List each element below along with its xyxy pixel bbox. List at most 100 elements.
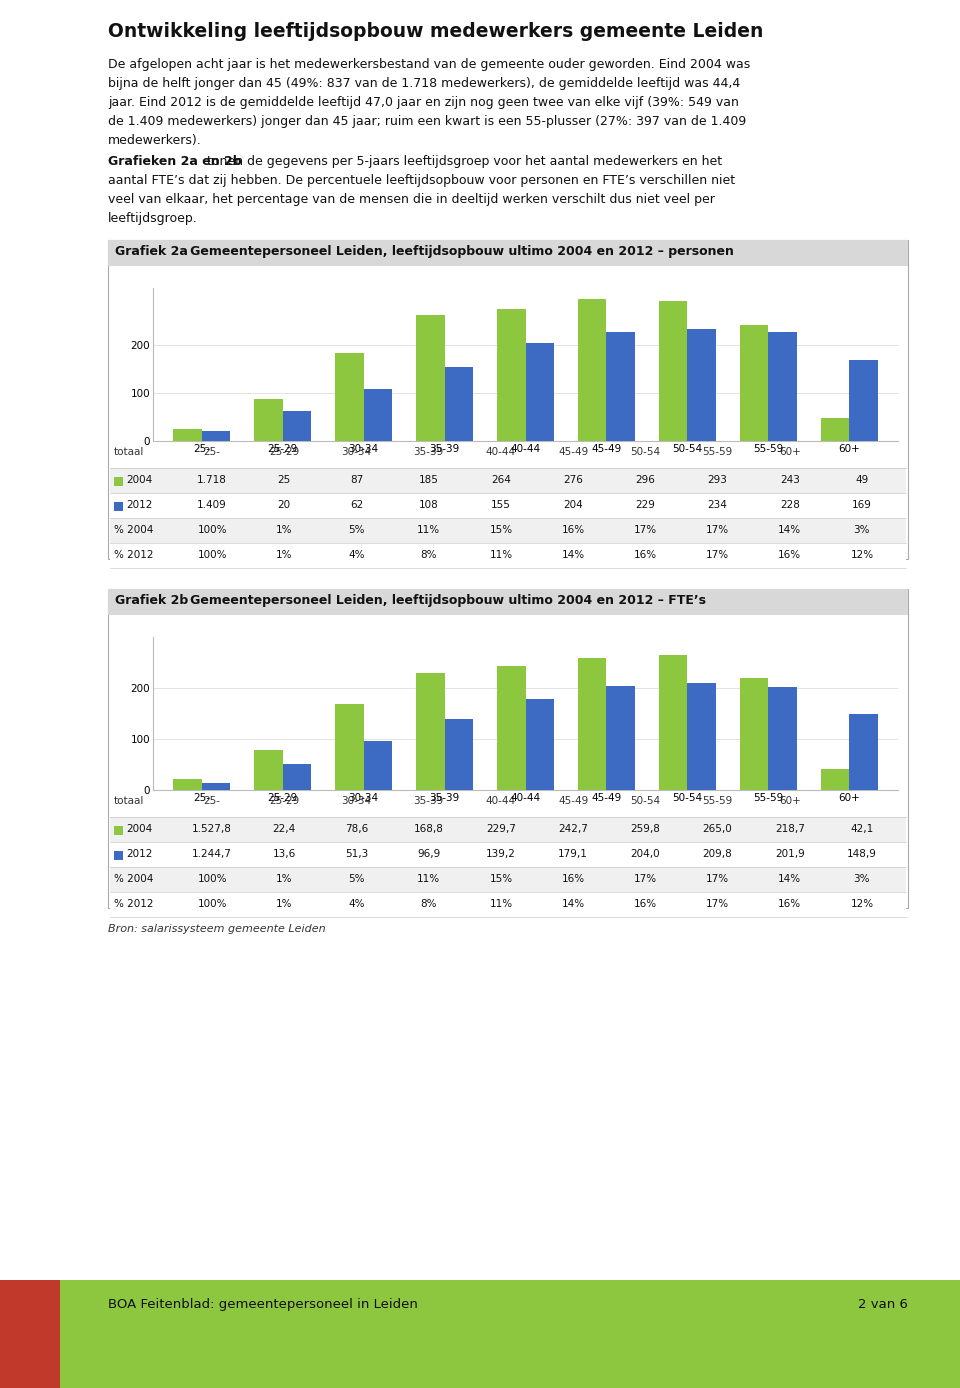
Text: tonen de gegevens per 5-jaars leeftijdsgroep voor het aantal medewerkers en het: tonen de gegevens per 5-jaars leeftijdsg…	[204, 155, 723, 168]
Text: bijna de helft jonger dan 45 (49%: 837 van de 1.718 medewerkers), de gemiddelde : bijna de helft jonger dan 45 (49%: 837 v…	[108, 76, 740, 90]
Text: 3%: 3%	[853, 874, 870, 884]
Bar	[607, 332, 635, 441]
Text: 204: 204	[564, 500, 583, 509]
Text: 296: 296	[636, 475, 656, 484]
Text: Grafiek 2b: Grafiek 2b	[115, 594, 188, 607]
Bar	[108, 589, 908, 908]
Text: 1.527,8: 1.527,8	[192, 824, 232, 834]
Text: BOA Feitenblad: gemeentepersoneel in Leiden: BOA Feitenblad: gemeentepersoneel in Lei…	[108, 1298, 418, 1312]
Bar	[173, 779, 202, 790]
Text: 15%: 15%	[490, 525, 513, 534]
Text: 50-54: 50-54	[630, 447, 660, 457]
Text: 1%: 1%	[276, 550, 293, 559]
Text: 2012: 2012	[126, 849, 153, 859]
Text: totaal: totaal	[114, 447, 144, 457]
Bar	[108, 240, 908, 559]
Bar	[850, 361, 877, 441]
Text: 276: 276	[564, 475, 583, 484]
Bar	[768, 687, 797, 790]
Text: 12%: 12%	[851, 899, 874, 909]
Bar	[114, 851, 123, 861]
Text: 5%: 5%	[348, 874, 365, 884]
Text: 49: 49	[855, 475, 869, 484]
Text: 242,7: 242,7	[558, 824, 588, 834]
Text: 1%: 1%	[276, 525, 293, 534]
Text: 2012: 2012	[126, 500, 153, 509]
Text: 1.409: 1.409	[197, 500, 227, 509]
Text: 229,7: 229,7	[486, 824, 516, 834]
Bar	[202, 432, 230, 441]
Text: 35-39: 35-39	[414, 447, 444, 457]
Bar	[0, 954, 960, 1280]
Text: 155: 155	[491, 500, 511, 509]
Bar	[0, 1280, 60, 1388]
Bar	[497, 310, 525, 441]
Text: 234: 234	[708, 500, 728, 509]
Text: Gemeentepersoneel Leiden, leeftijdsopbouw ultimo 2004 en 2012 – personen: Gemeentepersoneel Leiden, leeftijdsopbou…	[177, 246, 733, 258]
Text: 17%: 17%	[706, 874, 729, 884]
Bar	[282, 763, 311, 790]
Text: 169: 169	[852, 500, 872, 509]
Bar	[282, 411, 311, 441]
Text: 20: 20	[277, 500, 291, 509]
Text: 51,3: 51,3	[345, 849, 368, 859]
Text: 2 van 6: 2 van 6	[858, 1298, 908, 1312]
Bar	[417, 315, 444, 441]
Bar	[497, 666, 525, 790]
Text: 11%: 11%	[490, 550, 513, 559]
Bar	[254, 400, 282, 441]
Text: Grafieken 2a en 2b: Grafieken 2a en 2b	[108, 155, 242, 168]
Text: 55-59: 55-59	[703, 795, 732, 806]
Bar	[687, 683, 716, 790]
Bar	[364, 741, 392, 790]
Text: 8%: 8%	[420, 550, 437, 559]
Text: 25-: 25-	[204, 795, 221, 806]
Bar	[607, 686, 635, 790]
Text: 11%: 11%	[418, 525, 441, 534]
Text: 1%: 1%	[276, 874, 293, 884]
Bar	[578, 300, 607, 441]
Text: 209,8: 209,8	[703, 849, 732, 859]
Text: 3%: 3%	[853, 525, 870, 534]
Bar	[525, 698, 554, 790]
Text: % 2012: % 2012	[114, 899, 154, 909]
Text: 17%: 17%	[706, 525, 729, 534]
Text: de 1.409 medewerkers) jonger dan 45 jaar; ruim een kwart is een 55-plusser (27%:: de 1.409 medewerkers) jonger dan 45 jaar…	[108, 115, 746, 128]
Bar	[114, 826, 123, 836]
Text: 87: 87	[349, 475, 363, 484]
Text: medewerkers).: medewerkers).	[108, 135, 202, 147]
Text: 96,9: 96,9	[417, 849, 441, 859]
Text: 14%: 14%	[779, 525, 802, 534]
Text: 16%: 16%	[779, 899, 802, 909]
Bar	[114, 477, 123, 486]
Bar	[821, 418, 850, 441]
Text: 16%: 16%	[562, 525, 585, 534]
Bar	[740, 325, 768, 441]
Text: 243: 243	[780, 475, 800, 484]
Text: veel van elkaar, het percentage van de mensen die in deeltijd werken verschilt d: veel van elkaar, het percentage van de m…	[108, 193, 715, 205]
Bar	[254, 750, 282, 790]
Text: 1.718: 1.718	[197, 475, 227, 484]
Text: 13,6: 13,6	[273, 849, 296, 859]
Text: 8%: 8%	[420, 899, 437, 909]
Text: 2004: 2004	[126, 475, 153, 484]
Text: % 2004: % 2004	[114, 874, 154, 884]
Bar	[110, 543, 906, 568]
Text: 100%: 100%	[198, 899, 227, 909]
Text: 45-49: 45-49	[558, 447, 588, 457]
Text: leeftijdsgroep.: leeftijdsgroep.	[108, 212, 198, 225]
Text: 168,8: 168,8	[414, 824, 444, 834]
Text: 42,1: 42,1	[851, 824, 874, 834]
Text: 55-59: 55-59	[703, 447, 732, 457]
Text: 148,9: 148,9	[847, 849, 876, 859]
Bar	[444, 719, 473, 790]
Text: 100%: 100%	[198, 550, 227, 559]
Text: 14%: 14%	[779, 874, 802, 884]
Bar	[114, 502, 123, 511]
Bar	[850, 713, 877, 790]
Bar	[364, 390, 392, 441]
Text: 14%: 14%	[562, 899, 585, 909]
Text: 25-29: 25-29	[269, 447, 300, 457]
Bar	[335, 353, 364, 441]
Bar	[740, 679, 768, 790]
